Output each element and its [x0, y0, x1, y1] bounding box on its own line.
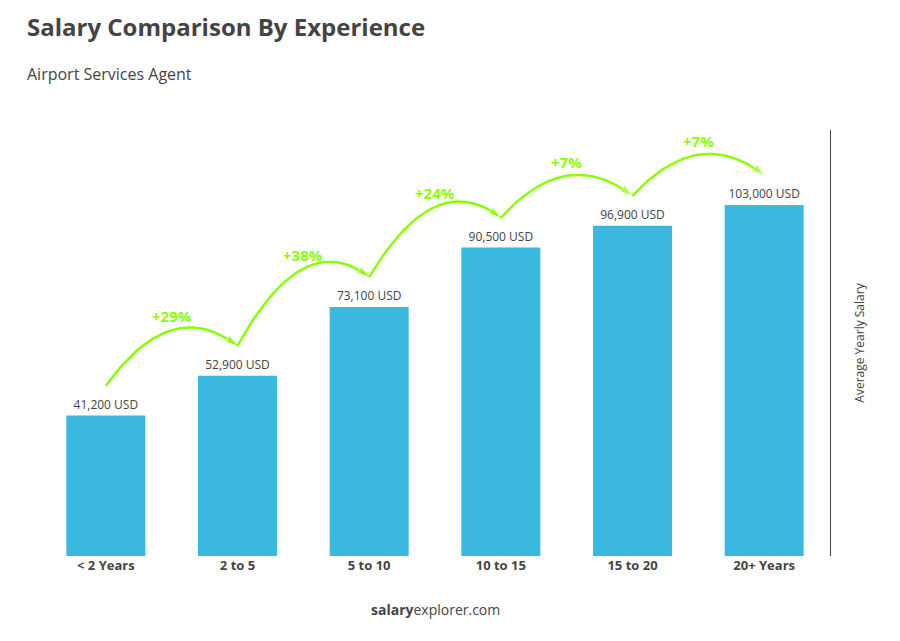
- svg-text:5 to 10: 5 to 10: [348, 556, 391, 574]
- svg-text:+7%: +7%: [683, 131, 714, 151]
- svg-text:90,500 USD: 90,500 USD: [469, 228, 534, 245]
- svg-text:Salary Comparison By Experienc: Salary Comparison By Experience: [27, 10, 425, 43]
- svg-text:20+ Years: 20+ Years: [733, 556, 795, 574]
- svg-text:2 to 5: 2 to 5: [220, 556, 255, 574]
- svg-text:15 to 20: 15 to 20: [607, 556, 657, 574]
- svg-text:96,900 USD: 96,900 USD: [600, 206, 665, 223]
- svg-text:52,900 USD: 52,900 USD: [205, 356, 270, 373]
- svg-text:Airport Services Agent: Airport Services Agent: [27, 63, 192, 85]
- svg-text:41,200 USD: 41,200 USD: [74, 396, 139, 413]
- svg-text:Average Yearly Salary: Average Yearly Salary: [851, 282, 868, 402]
- svg-text:+29%: +29%: [152, 306, 192, 326]
- svg-text:103,000 USD: 103,000 USD: [728, 185, 799, 202]
- svg-text:10 to 15: 10 to 15: [476, 556, 526, 574]
- svg-text:+24%: +24%: [415, 183, 455, 203]
- svg-text:73,100 USD: 73,100 USD: [337, 287, 402, 304]
- svg-text:< 2 Years: < 2 Years: [77, 556, 135, 574]
- svg-text:+38%: +38%: [283, 245, 323, 265]
- svg-text:salaryexplorer.com: salaryexplorer.com: [371, 600, 500, 619]
- svg-text:+7%: +7%: [551, 152, 582, 172]
